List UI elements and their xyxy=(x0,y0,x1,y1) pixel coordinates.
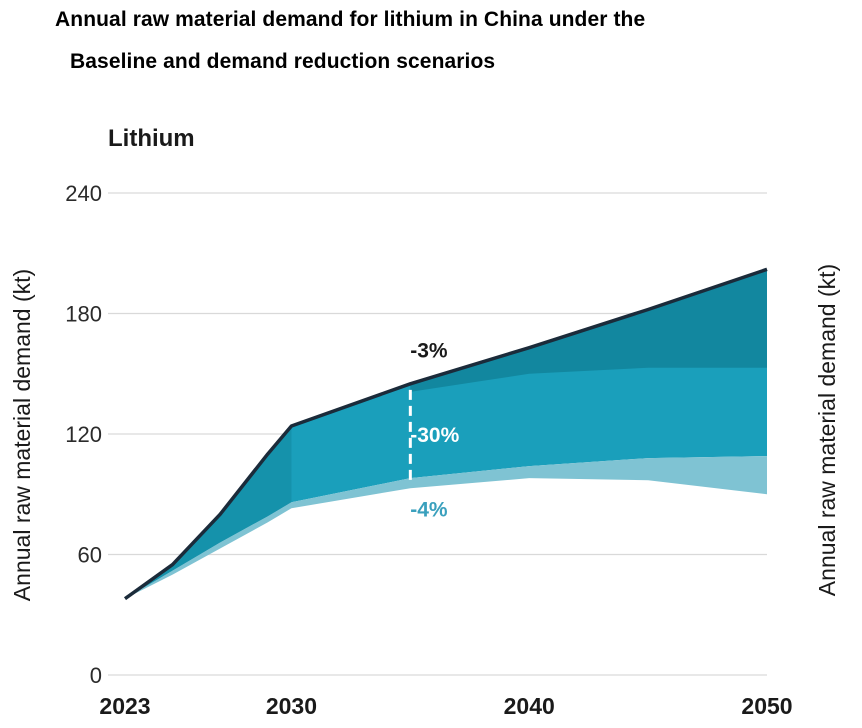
axis-ticks: 0 60 120 180 240 2023 2030 2040 2050 xyxy=(65,181,792,719)
x-tick-label: 2023 xyxy=(99,693,150,719)
chart-title-line-2: Baseline and demand reduction scenarios xyxy=(70,50,496,73)
early-band-area xyxy=(125,425,292,599)
baseline-series-line xyxy=(123,267,768,601)
annotations: -3% -30% -4% xyxy=(408,340,460,521)
y-tick-label: 180 xyxy=(65,302,102,327)
area-bands xyxy=(123,267,768,601)
x-tick-label: 2030 xyxy=(266,693,317,719)
x-tick-label: 2050 xyxy=(741,693,792,719)
chart-subtitle: Lithium xyxy=(108,125,195,152)
bottom-band-area xyxy=(125,456,767,599)
y-tick-label: 60 xyxy=(78,543,102,568)
y-axis-label-right: Annual raw material demand (kt) xyxy=(814,264,840,596)
y-axis-label-left: Annual raw material demand (kt) xyxy=(9,269,35,601)
x-tick-label: 2040 xyxy=(504,693,555,719)
annotation-label: -30% xyxy=(410,424,459,447)
annotation-label: -4% xyxy=(410,498,448,521)
y-tick-label: 240 xyxy=(65,181,102,206)
annotation-label: -3% xyxy=(410,340,448,363)
y-tick-label: 120 xyxy=(65,422,102,447)
chart-title-line-1: Annual raw material demand for lithium i… xyxy=(55,8,646,31)
y-tick-label: 0 xyxy=(90,663,102,688)
